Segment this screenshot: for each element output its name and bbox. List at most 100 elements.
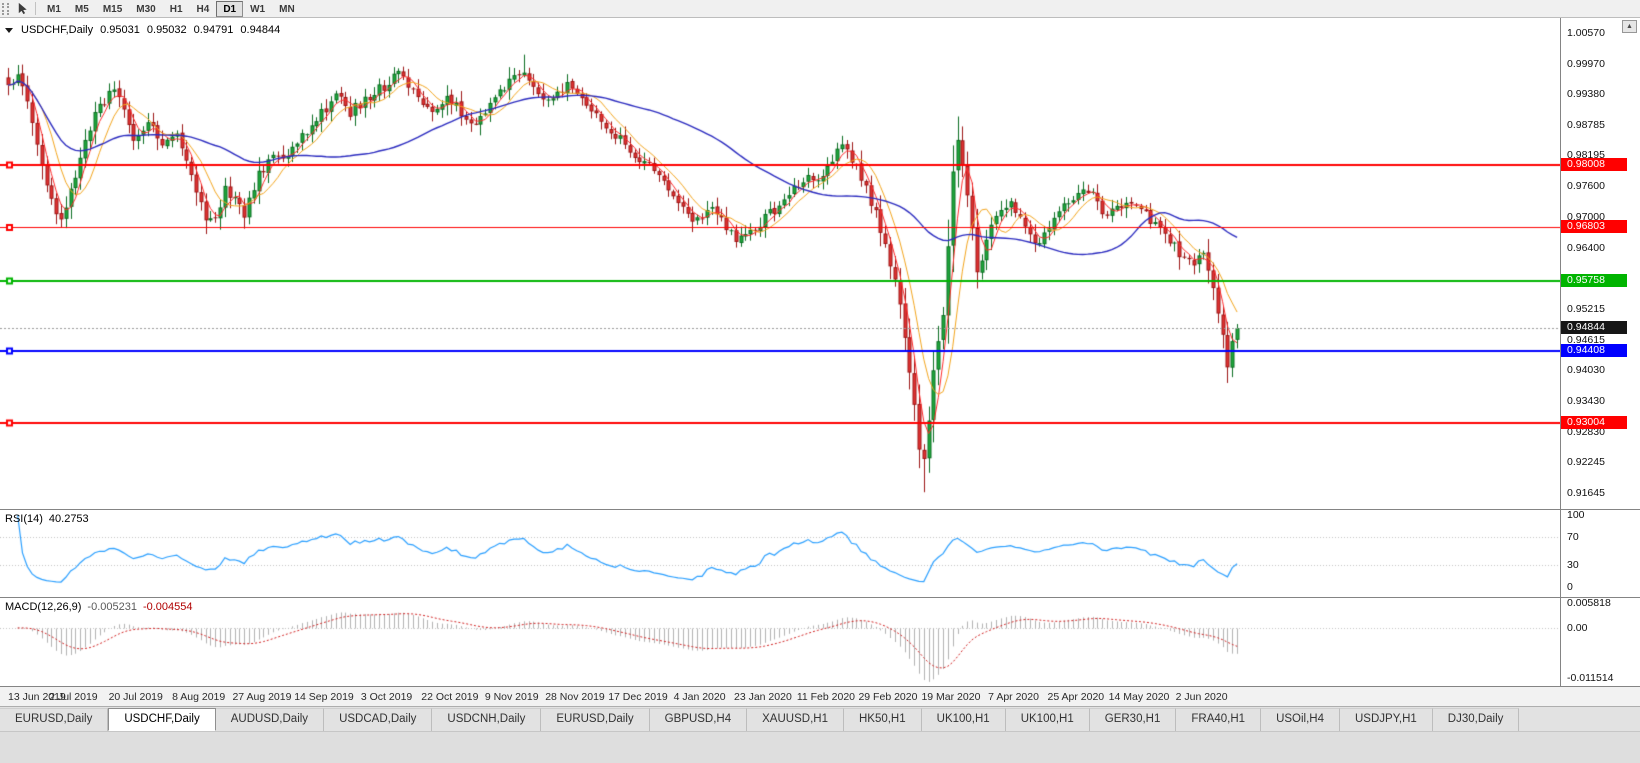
- chart-tab-usdcad-daily[interactable]: USDCAD,Daily: [324, 708, 433, 731]
- price-axis-label: 0.97600: [1567, 180, 1605, 192]
- price-axis-label: 0.95215: [1567, 303, 1605, 315]
- price-axis-label: 1.00570: [1567, 27, 1605, 39]
- macd-panel: MACD(12,26,9) -0.005231 -0.004554: [0, 597, 1560, 686]
- chart-tab-ger30-h1[interactable]: GER30,H1: [1089, 708, 1177, 731]
- date-axis-label: 8 Aug 2019: [172, 691, 226, 703]
- timeframe-button-m5[interactable]: M5: [74, 3, 89, 15]
- rsi-name: RSI(14): [5, 513, 43, 525]
- ohlc-high: 0.95032: [146, 24, 187, 36]
- timeframe-button-m30[interactable]: M30: [136, 3, 156, 15]
- price-axis-label: 0.92830: [1567, 426, 1605, 438]
- current-price-tag: 0.94844: [1561, 321, 1627, 334]
- chart-tab-uk100-h1[interactable]: UK100,H1: [1005, 708, 1090, 731]
- date-axis-label: 3 Oct 2019: [360, 691, 413, 703]
- panel-separator: [1561, 509, 1640, 510]
- chart-symbol: USDCHF,Daily: [21, 24, 94, 36]
- chart-tab-audusd-daily[interactable]: AUDUSD,Daily: [215, 708, 325, 731]
- chart-tab-usoil-h4[interactable]: USOil,H4: [1261, 708, 1340, 731]
- price-axis-label: 0.96400: [1567, 242, 1605, 254]
- timeframe-button-m1[interactable]: M1: [47, 3, 61, 15]
- main-chart-panel: USDCHF,Daily 0.95031 0.95032 0.94791 0.9…: [0, 18, 1560, 509]
- chart-tab-dj30-daily[interactable]: DJ30,Daily: [1432, 708, 1520, 731]
- price-axis-label: 0.94615: [1567, 334, 1605, 346]
- date-axis-label: 11 Feb 2020: [796, 691, 856, 703]
- rsi-axis-label: 100: [1567, 509, 1585, 521]
- price-axis[interactable]: ▲ 1.00570 0.99970 0.99380 0.98785 0.98195 0.9…: [1560, 18, 1640, 686]
- date-axis-label: 25 Apr 2020: [1047, 691, 1105, 703]
- date-axis[interactable]: 13 Jun 2019 2 Jul 2019 20 Jul 2019 8 Aug 20…: [0, 686, 1640, 706]
- timeframe-button-mn[interactable]: MN: [279, 3, 295, 15]
- chart-tab-xauusd-h1[interactable]: XAUUSD,H1: [747, 708, 844, 731]
- timeframe-button-m15[interactable]: M15: [102, 3, 123, 15]
- macd-axis-label: 0.00: [1567, 622, 1588, 634]
- rsi-axis-label: 0: [1567, 581, 1573, 593]
- macd-canvas[interactable]: [0, 598, 1560, 686]
- toolbar-separator: [35, 2, 36, 15]
- ohlc-low: 0.94791: [193, 24, 234, 36]
- hline-price-tag: 0.95758: [1561, 274, 1627, 287]
- chart-tab-eurusd-daily[interactable]: EURUSD,Daily: [541, 708, 650, 731]
- price-axis-label: 0.99380: [1567, 88, 1605, 100]
- rsi-label: RSI(14) 40.2753: [5, 513, 89, 525]
- timeframe-button-h4[interactable]: H4: [196, 3, 210, 15]
- panel-separator: [1561, 597, 1640, 598]
- chart-tab-eurusd-daily[interactable]: EURUSD,Daily: [0, 708, 109, 731]
- timeframe-buttons: M1 M5 M15 M30 H1 H4 D1 W1 MN: [40, 0, 302, 18]
- date-axis-label: 19 Mar 2020: [921, 691, 981, 703]
- status-bar: [0, 731, 1640, 763]
- chart-content: USDCHF,Daily 0.95031 0.95032 0.94791 0.9…: [0, 18, 1640, 686]
- chart-tab-fra40-h1[interactable]: FRA40,H1: [1176, 708, 1262, 731]
- scroll-up-button[interactable]: ▲: [1622, 20, 1637, 33]
- date-axis-label: 17 Dec 2019: [608, 691, 668, 703]
- price-axis-label: 0.93430: [1567, 395, 1605, 407]
- date-axis-label: 13 Jun 2019: [8, 691, 66, 703]
- date-axis-label: 23 Jan 2020: [733, 691, 792, 703]
- main-chart-canvas[interactable]: [0, 18, 1560, 509]
- date-axis-label: 14 May 2020: [1108, 691, 1170, 703]
- cursor-icon[interactable]: [13, 1, 31, 17]
- chart-tab-usdcnh-daily[interactable]: USDCNH,Daily: [432, 708, 542, 731]
- rsi-canvas[interactable]: [0, 510, 1560, 597]
- date-axis-label: 27 Aug 2019: [232, 691, 292, 703]
- chart-tab-gbpusd-h4[interactable]: GBPUSD,H4: [649, 708, 748, 731]
- hline-price-tag: 0.94408: [1561, 344, 1627, 357]
- hline-price-tag: 0.96803: [1561, 220, 1627, 233]
- ohlc-open: 0.95031: [100, 24, 140, 36]
- macd-name: MACD(12,26,9): [5, 601, 82, 613]
- date-axis-label: 22 Oct 2019: [421, 691, 479, 703]
- date-axis-label: 7 Apr 2020: [988, 691, 1039, 703]
- macd-axis-label: 0.005818: [1567, 597, 1611, 609]
- timeframe-button-h1[interactable]: H1: [169, 3, 183, 15]
- price-axis-label: 0.91645: [1567, 487, 1605, 499]
- date-axis-label: 9 Nov 2019: [484, 691, 539, 703]
- toolbar-grip[interactable]: [2, 2, 9, 15]
- date-axis-label: 29 Feb 2020: [858, 691, 918, 703]
- chart-tab-usdjpy-h1[interactable]: USDJPY,H1: [1340, 708, 1433, 731]
- hline-price-tag: 0.98008: [1561, 158, 1627, 171]
- ohlc-close: 0.94844: [240, 24, 281, 36]
- date-axis-label: 28 Nov 2019: [545, 691, 605, 703]
- one-click-trading-toggle[interactable]: [5, 27, 13, 33]
- timeframe-button-d1[interactable]: D1: [216, 0, 244, 17]
- rsi-panel: RSI(14) 40.2753: [0, 509, 1560, 597]
- macd-axis-label: -0.011514: [1567, 672, 1614, 684]
- timeframe-toolbar: M1 M5 M15 M30 H1 H4 D1 W1 MN: [0, 0, 1640, 18]
- hline-price-tag: 0.93004: [1561, 416, 1627, 429]
- price-axis-label: 0.94030: [1567, 364, 1605, 376]
- chart-tab-hk50-h1[interactable]: HK50,H1: [843, 708, 922, 731]
- plot-area: USDCHF,Daily 0.95031 0.95032 0.94791 0.9…: [0, 18, 1560, 686]
- macd-label: MACD(12,26,9) -0.005231 -0.004554: [5, 601, 193, 613]
- chart-tab-usdchf-daily[interactable]: USDCHF,Daily: [108, 708, 216, 731]
- chart-tab-uk100-h1[interactable]: UK100,H1: [921, 708, 1006, 731]
- rsi-axis-label: 30: [1567, 559, 1579, 571]
- price-axis-label: 0.99970: [1567, 58, 1605, 70]
- chart-title: USDCHF,Daily 0.95031 0.95032 0.94791 0.9…: [5, 24, 280, 36]
- price-axis-label: 0.98785: [1567, 119, 1605, 131]
- timeframe-button-w1[interactable]: W1: [250, 3, 266, 15]
- date-axis-label: 14 Sep 2019: [294, 691, 354, 703]
- date-axis-label: 2 Jul 2019: [49, 691, 98, 703]
- rsi-axis-label: 70: [1567, 531, 1579, 543]
- price-axis-label: 0.92245: [1567, 456, 1605, 468]
- date-axis-label: 20 Jul 2019: [108, 691, 163, 703]
